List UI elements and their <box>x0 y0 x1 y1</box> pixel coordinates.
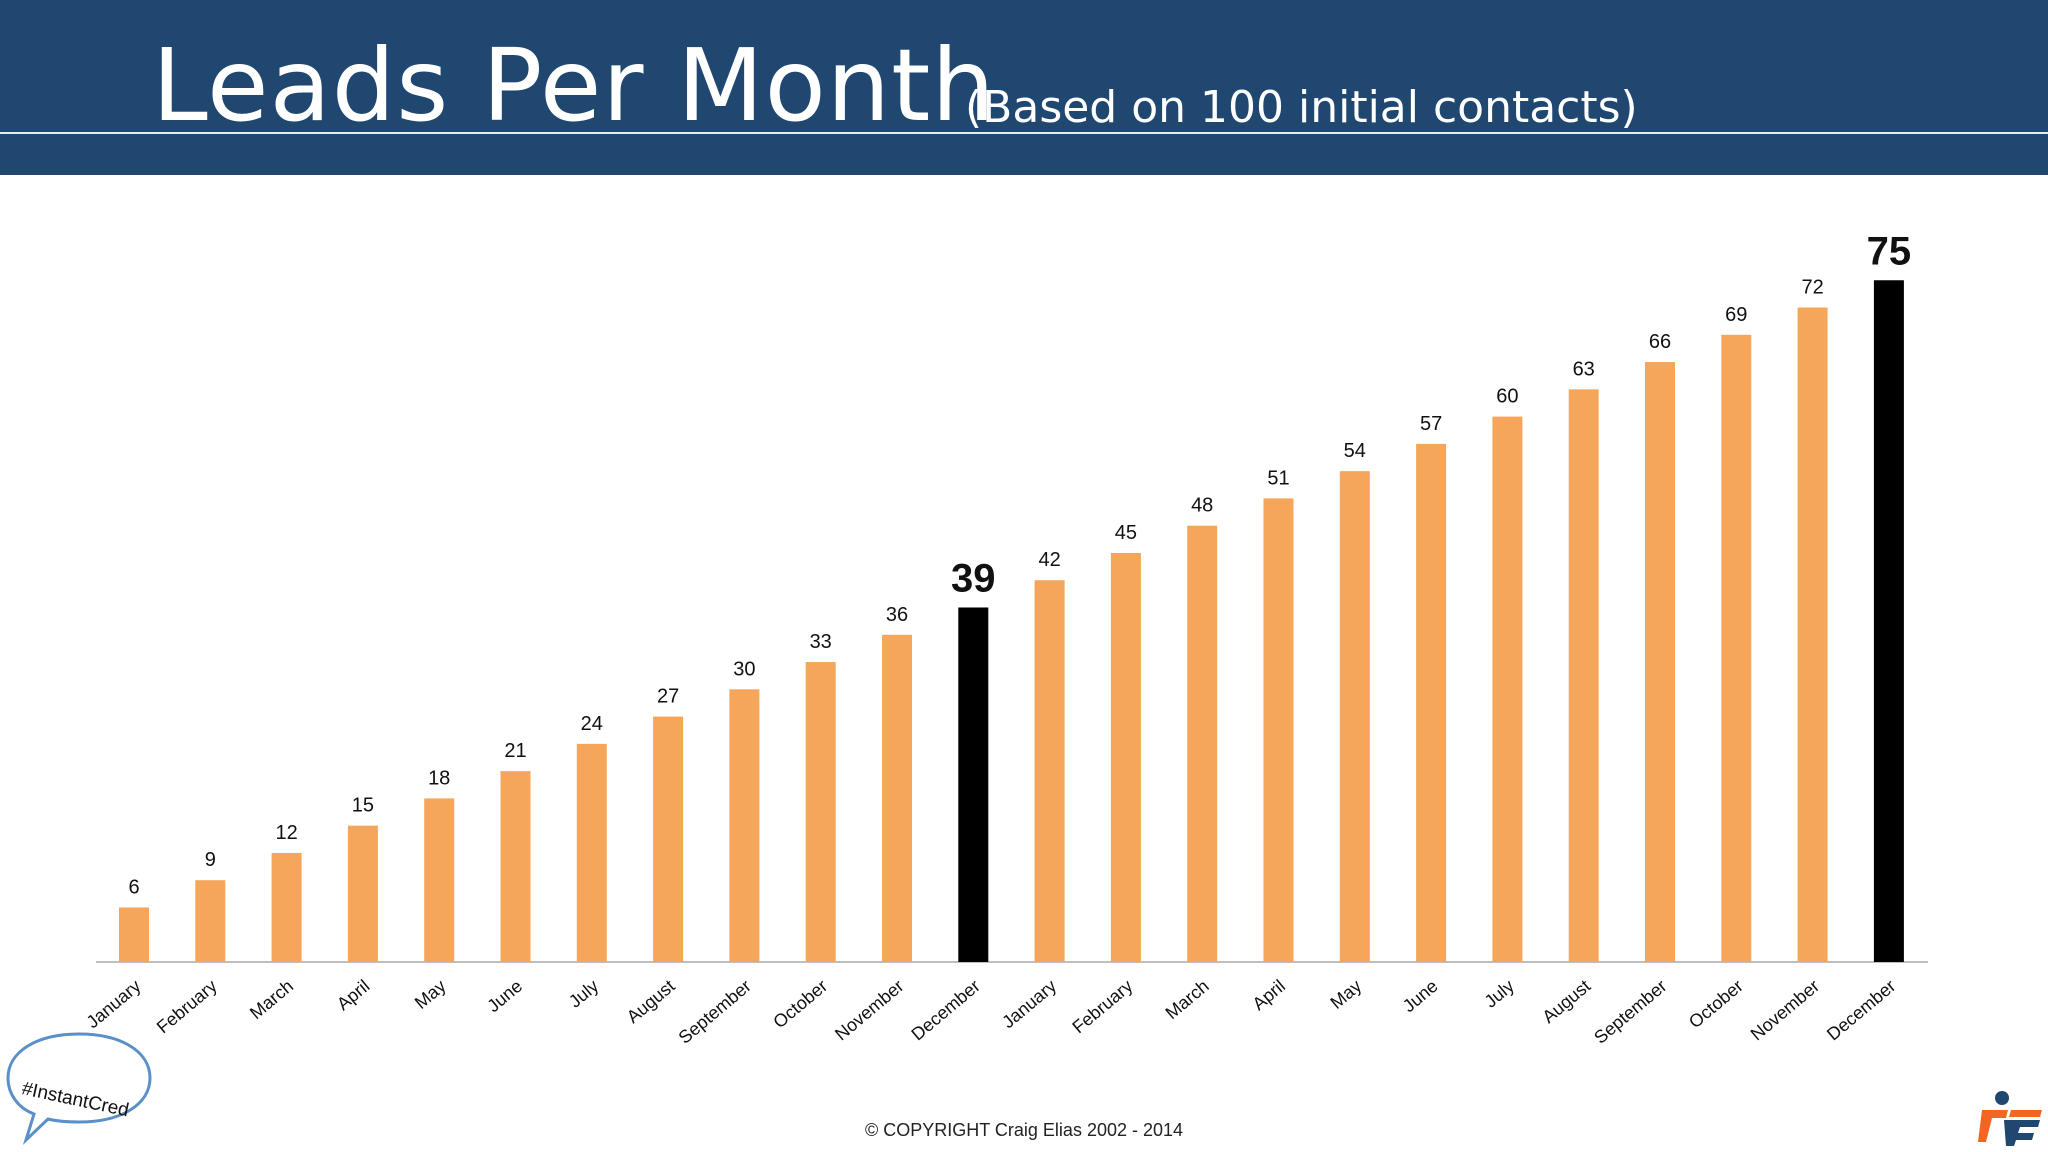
bar-19 <box>1492 416 1523 963</box>
bar-4 <box>347 825 378 962</box>
x-tick-label-6: June <box>483 976 526 1016</box>
bar-value-label-13: 42 <box>1038 549 1060 571</box>
x-tick-label-21: September <box>1590 976 1670 1048</box>
x-tick-label-11: November <box>831 976 907 1045</box>
x-tick-label-18: June <box>1399 976 1442 1016</box>
x-tick-label-3: March <box>246 976 297 1023</box>
page-subtitle: (Based on 100 initial contacts) <box>965 82 1638 133</box>
x-tick-label-5: May <box>411 976 450 1013</box>
bar-value-label-11: 36 <box>886 604 908 626</box>
copyright-text: © COPYRIGHT Craig Elias 2002 - 2014 <box>864 1120 1184 1140</box>
bar-value-label-21: 66 <box>1649 331 1671 353</box>
bar-16 <box>1263 498 1294 962</box>
x-tick-label-16: April <box>1249 976 1289 1014</box>
bar-7 <box>576 743 607 962</box>
bar-value-label-3: 12 <box>275 822 297 844</box>
bar-value-label-10: 33 <box>810 631 832 653</box>
bar-value-label-19: 60 <box>1496 386 1518 408</box>
bar-6 <box>500 771 531 962</box>
bar-value-label-17: 54 <box>1344 440 1366 462</box>
bar-2 <box>195 880 226 962</box>
x-tick-label-4: April <box>333 976 373 1014</box>
bar-value-label-7: 24 <box>581 713 603 735</box>
bar-value-label-2: 9 <box>205 849 216 871</box>
bar-9 <box>729 689 760 962</box>
bar-value-label-24: 75 <box>1867 229 1912 273</box>
x-tick-label-12: December <box>907 976 983 1045</box>
bar-value-label-12: 39 <box>951 556 996 600</box>
bar-14 <box>1110 552 1141 962</box>
bar-value-label-23: 72 <box>1801 277 1823 299</box>
bar-15 <box>1187 525 1218 962</box>
instant-freeze-logo-icon <box>1978 1091 2042 1146</box>
x-tick-label-20: August <box>1538 976 1594 1027</box>
page-title: Leads Per Month <box>152 27 996 144</box>
bar-value-label-20: 63 <box>1573 358 1595 380</box>
x-tick-label-22: October <box>1685 976 1747 1032</box>
x-tick-label-13: January <box>998 976 1060 1032</box>
bar-24 <box>1873 280 1904 962</box>
x-tick-label-2: February <box>153 976 221 1038</box>
bar-value-label-15: 48 <box>1191 495 1213 517</box>
bar-17 <box>1339 471 1370 962</box>
x-tick-label-23: November <box>1747 976 1823 1045</box>
bar-5 <box>424 798 455 962</box>
bar-8 <box>653 716 684 962</box>
bar-value-label-1: 6 <box>128 876 139 898</box>
bar-value-label-4: 15 <box>352 795 374 817</box>
bar-10 <box>805 662 836 962</box>
bar-value-label-8: 27 <box>657 686 679 708</box>
x-tick-label-9: September <box>675 976 755 1048</box>
x-tick-label-14: February <box>1068 976 1136 1038</box>
bar-1 <box>119 907 149 962</box>
speech-bubble-icon <box>6 1032 152 1146</box>
bar-11 <box>882 634 912 962</box>
bar-12 <box>958 607 989 962</box>
x-tick-label-7: July <box>565 976 602 1012</box>
bar-21 <box>1645 362 1675 962</box>
header-banner: Leads Per Month (Based on 100 initial co… <box>0 0 2048 175</box>
bar-value-label-6: 21 <box>504 740 526 762</box>
x-tick-label-19: July <box>1481 976 1518 1012</box>
x-tick-label-8: August <box>623 976 679 1027</box>
bar-value-label-5: 18 <box>428 767 450 789</box>
x-tick-label-24: December <box>1823 976 1899 1045</box>
x-tick-label-1: January <box>83 976 145 1032</box>
x-tick-label-17: May <box>1326 976 1365 1013</box>
bar-22 <box>1721 334 1752 962</box>
bar-value-label-16: 51 <box>1267 467 1289 489</box>
bar-value-label-22: 69 <box>1725 304 1747 326</box>
bar-value-label-14: 45 <box>1115 522 1137 544</box>
bar-20 <box>1568 389 1599 963</box>
bar-18 <box>1416 443 1447 962</box>
header-divider <box>0 132 2048 134</box>
x-tick-label-10: October <box>769 976 831 1032</box>
bar-3 <box>271 852 302 962</box>
x-tick-label-15: March <box>1162 976 1213 1023</box>
bar-value-label-9: 30 <box>733 658 755 680</box>
bar-value-label-18: 57 <box>1420 413 1442 435</box>
bar-23 <box>1797 307 1828 962</box>
bar-13 <box>1034 580 1065 962</box>
